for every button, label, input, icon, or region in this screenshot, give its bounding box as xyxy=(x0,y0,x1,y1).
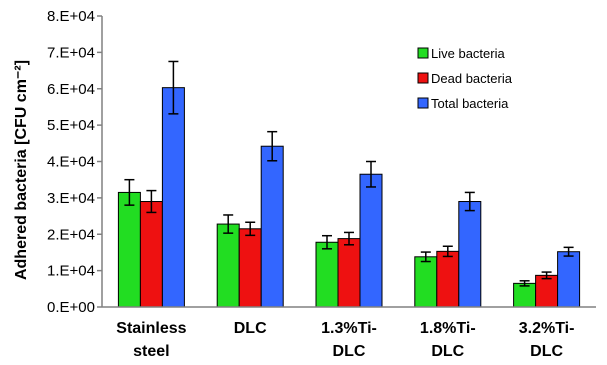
y-tick-label: 0.E+00 xyxy=(47,299,95,316)
bar xyxy=(260,145,284,308)
legend-item: Dead bacteria xyxy=(417,71,513,86)
error-bar xyxy=(124,178,135,206)
bar xyxy=(315,241,339,308)
bar xyxy=(161,87,185,308)
error-bars xyxy=(124,60,574,287)
y-tick-label: 2.E+04 xyxy=(47,226,95,243)
error-bar xyxy=(541,271,552,280)
bar xyxy=(139,201,163,308)
legend: Live bacteria Dead bacteria Total bacteria xyxy=(417,46,513,111)
y-tick-label: 4.E+04 xyxy=(47,154,95,171)
x-category-label: steel xyxy=(133,343,169,360)
bar xyxy=(458,201,482,308)
y-tick-label: 8.E+04 xyxy=(47,8,95,25)
bar xyxy=(117,191,141,308)
y-tick-label: 3.E+04 xyxy=(47,190,95,207)
bar xyxy=(535,274,559,308)
error-bar xyxy=(267,130,278,162)
bar xyxy=(436,250,460,308)
bar xyxy=(216,223,240,308)
x-category-label: DLC xyxy=(431,343,464,360)
x-category-label: 3.2%Ti- xyxy=(519,320,575,337)
error-bar xyxy=(464,191,475,212)
error-bar xyxy=(366,160,376,188)
legend-label: Total bacteria xyxy=(431,96,509,111)
error-bar xyxy=(420,251,431,263)
y-tick-label: 6.E+04 xyxy=(47,81,95,98)
bar xyxy=(414,256,438,308)
x-category-label: 1.8%Ti- xyxy=(420,320,476,337)
error-bar xyxy=(442,245,453,258)
legend-label: Dead bacteria xyxy=(431,71,513,86)
error-bar xyxy=(322,234,332,250)
bar xyxy=(238,228,262,308)
legend-swatch xyxy=(417,97,429,109)
legend-swatch xyxy=(417,47,429,59)
bar xyxy=(513,282,537,308)
error-bar xyxy=(245,221,256,237)
x-category-label: Stainless xyxy=(116,320,186,337)
legend-item: Live bacteria xyxy=(417,46,505,61)
error-bar xyxy=(146,189,157,214)
bar xyxy=(359,173,383,308)
legend-label: Live bacteria xyxy=(431,46,505,61)
y-tick-label: 5.E+04 xyxy=(47,117,95,134)
bar xyxy=(557,251,581,308)
bar-group xyxy=(117,87,581,308)
bar xyxy=(337,238,361,308)
error-bar xyxy=(344,231,354,246)
y-tick-label: 1.E+04 xyxy=(47,263,95,280)
y-axis-label: Adhered bacteria [CFU cm⁻²] xyxy=(13,60,30,280)
x-axis-categories: Stainless steel DLC 1.3%Ti- DLC 1.8%Ti- DLC 3.2… xyxy=(116,320,574,360)
y-tick-label: 7.E+04 xyxy=(47,44,95,61)
legend-swatch xyxy=(417,72,429,84)
x-category-label: DLC xyxy=(234,320,267,337)
x-category-label: DLC xyxy=(333,343,366,360)
y-axis-ticks: 0.E+00 1.E+04 2.E+04 3.E+04 4.E+04 5.E+04 6.E+… xyxy=(47,8,102,316)
x-category-label: 1.3%Ti- xyxy=(321,320,377,337)
error-bar xyxy=(563,246,574,257)
x-category-label: DLC xyxy=(530,343,563,360)
error-bar xyxy=(519,280,530,287)
legend-item: Total bacteria xyxy=(417,96,509,111)
error-bar xyxy=(223,214,234,234)
error-bar xyxy=(168,60,179,115)
